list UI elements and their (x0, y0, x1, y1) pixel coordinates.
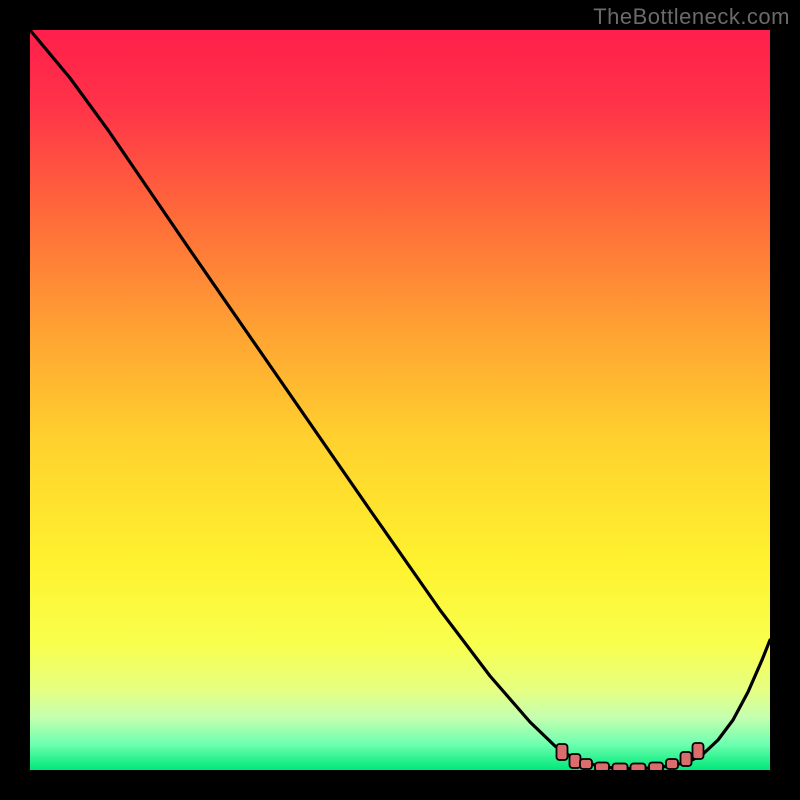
curve-marker (613, 764, 628, 771)
plot-svg-layer (30, 30, 770, 770)
curve-marker (666, 759, 678, 769)
bottleneck-curve (30, 30, 770, 769)
watermark-text: TheBottleneck.com (593, 4, 790, 30)
curve-marker (557, 744, 568, 760)
plot-area (30, 30, 770, 770)
curve-marker (649, 763, 663, 771)
curve-marker (631, 764, 646, 771)
curve-marker (580, 759, 592, 769)
curve-marker (595, 763, 609, 771)
curve-marker (681, 752, 692, 766)
curve-marker (570, 754, 581, 768)
curve-marker (693, 743, 704, 759)
marker-group (557, 743, 704, 770)
